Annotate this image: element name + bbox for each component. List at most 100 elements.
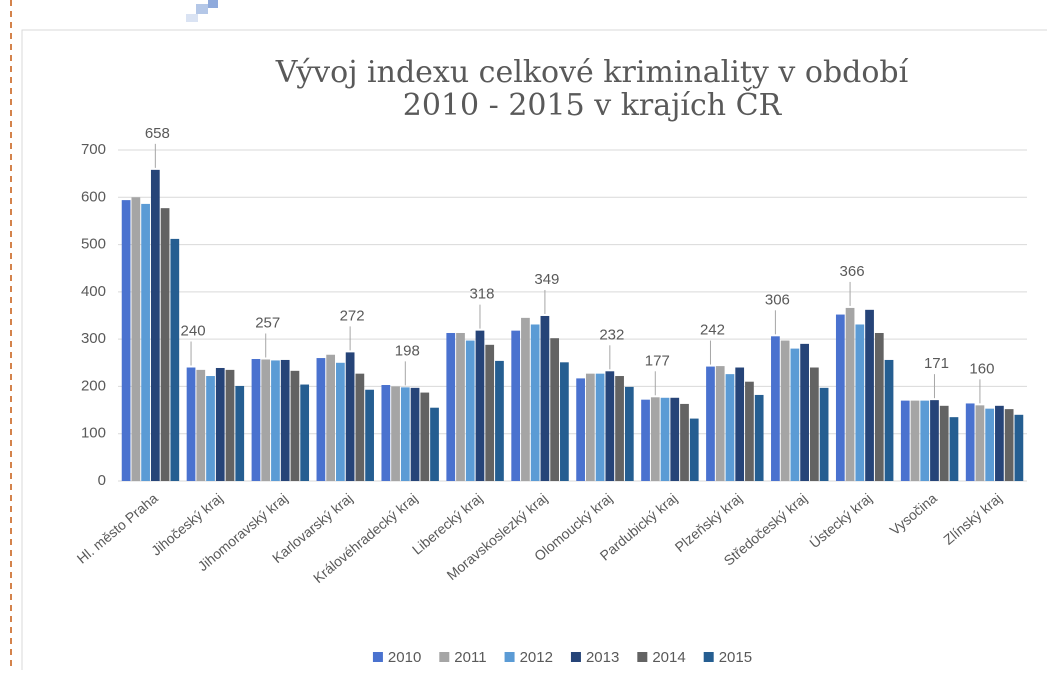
- legend-item: 2013: [570, 649, 619, 666]
- bar: [121, 200, 131, 481]
- bar: [495, 360, 504, 481]
- y-tick-label: 100: [81, 425, 106, 442]
- bar: [660, 397, 670, 481]
- icon: [186, 14, 198, 22]
- bar: [800, 343, 809, 481]
- bar: [475, 330, 485, 481]
- data-label: 306: [765, 291, 790, 308]
- bar: [900, 400, 910, 481]
- bar: [290, 370, 300, 481]
- bar: [735, 367, 745, 481]
- y-tick-label: 600: [81, 188, 106, 205]
- bar: [780, 340, 790, 481]
- bar: [446, 332, 456, 481]
- icon: [196, 4, 208, 14]
- bar: [300, 384, 310, 481]
- bar: [595, 373, 605, 481]
- legend-label: 2013: [586, 649, 619, 666]
- bar: [550, 338, 560, 481]
- bar: [485, 344, 495, 481]
- bar: [585, 373, 595, 481]
- bar: [316, 358, 326, 481]
- legend-item: 2015: [703, 649, 752, 666]
- legend-swatch: [439, 652, 450, 662]
- bar: [975, 405, 985, 481]
- bar: [391, 386, 400, 481]
- bar: [985, 408, 995, 481]
- y-tick-label: 0: [98, 472, 106, 489]
- data-label: 658: [145, 125, 170, 142]
- y-tick-label: 200: [81, 377, 106, 394]
- bar: [150, 169, 160, 482]
- bar: [689, 418, 699, 481]
- bar: [336, 362, 345, 481]
- data-label: 349: [534, 271, 559, 288]
- bar: [326, 354, 336, 481]
- y-tick-label: 500: [81, 236, 106, 253]
- bar: [884, 359, 894, 481]
- bar: [365, 389, 374, 481]
- legend-item: 2010: [372, 649, 421, 666]
- legend-label: 2010: [388, 649, 421, 666]
- bar: [215, 367, 225, 481]
- data-label: 272: [340, 307, 365, 324]
- bar: [186, 367, 196, 481]
- bar: [271, 360, 280, 481]
- bar: [400, 387, 410, 481]
- legend-label: 2015: [719, 649, 752, 666]
- data-label: 160: [969, 360, 994, 377]
- bar: [131, 197, 141, 482]
- bar: [381, 385, 391, 481]
- bar: [196, 369, 206, 481]
- bar: [754, 394, 764, 481]
- bar: [939, 405, 949, 481]
- bar: [624, 386, 634, 481]
- bar: [995, 405, 1004, 481]
- bar: [511, 330, 521, 481]
- bar: [615, 376, 624, 481]
- bar: [920, 400, 930, 481]
- legend-label: 2014: [652, 649, 685, 666]
- bar: [251, 359, 261, 481]
- bar: [650, 397, 660, 481]
- bar: [540, 315, 550, 481]
- legend-swatch: [504, 652, 515, 662]
- bar: [819, 387, 829, 481]
- legend-label: 2012: [520, 649, 553, 666]
- bar: [410, 387, 420, 481]
- bar: [456, 332, 465, 481]
- legend-swatch: [570, 652, 581, 662]
- y-tick-label: 300: [81, 330, 106, 347]
- bar: [235, 385, 245, 481]
- data-label: 171: [924, 355, 949, 372]
- legend-item: 2014: [637, 649, 686, 666]
- chart-title: 2010 - 2015 v krajích ČR: [403, 87, 783, 123]
- data-label: 240: [181, 322, 206, 339]
- bar: [865, 309, 874, 481]
- legend-label: 2011: [454, 649, 486, 666]
- icon: [208, 0, 218, 8]
- bar: [715, 366, 725, 481]
- data-label: 257: [255, 314, 280, 331]
- bar: [725, 374, 735, 481]
- bar: [465, 340, 475, 481]
- bar: [605, 371, 615, 481]
- y-tick-label: 400: [81, 283, 106, 300]
- data-label: 318: [469, 286, 494, 303]
- bar: [809, 367, 819, 481]
- data-label: 242: [700, 322, 725, 339]
- bar: [1014, 414, 1024, 481]
- bar: [670, 397, 680, 481]
- legend-item: 2012: [504, 649, 553, 666]
- data-label: 177: [645, 352, 670, 369]
- bar: [160, 208, 170, 481]
- y-tick-label: 700: [81, 141, 106, 158]
- bar: [790, 348, 800, 481]
- bar: [855, 324, 865, 481]
- bar: [521, 317, 530, 481]
- bar: [874, 332, 884, 481]
- chart-title: Vývoj indexu celkové kriminality v obdob…: [275, 55, 909, 90]
- data-label: 232: [599, 326, 624, 343]
